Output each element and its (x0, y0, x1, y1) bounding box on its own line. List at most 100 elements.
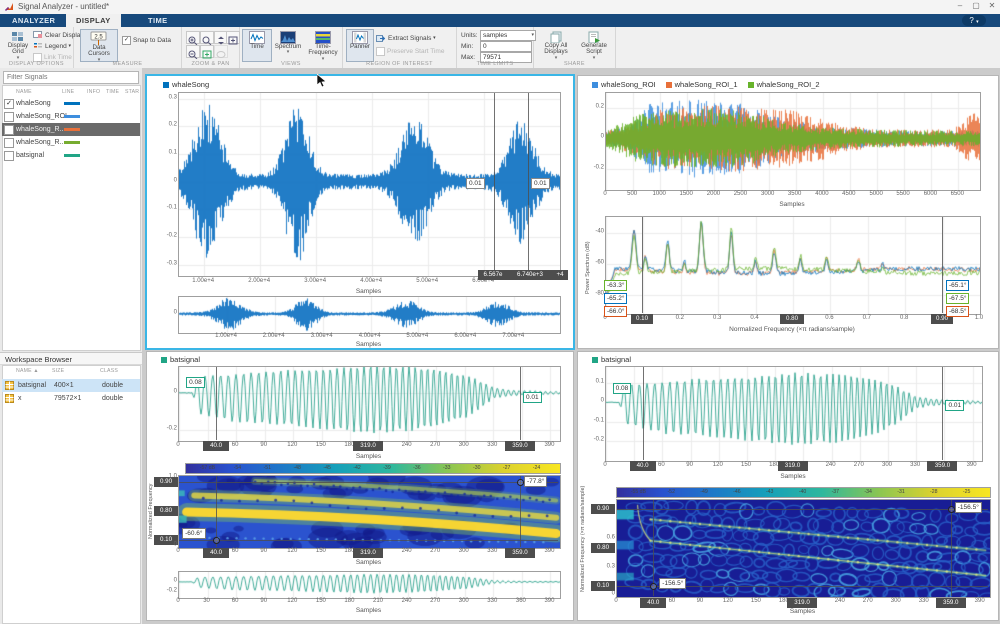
time-view-button[interactable]: Time (242, 29, 272, 62)
data-cursor-line[interactable] (528, 93, 529, 276)
cursor-readout[interactable]: 0.90 (591, 504, 615, 514)
signal-row[interactable]: batsignal (2, 149, 140, 162)
copy-all-displays-button[interactable]: Copy All Displays ▾ (537, 29, 575, 62)
display-grid-button[interactable]: Display Grid ▾ (3, 29, 33, 62)
pan-button[interactable] (226, 31, 240, 45)
extract-signals-button[interactable]: Extract Signals ▾ (376, 34, 436, 42)
time-frequency-view-button[interactable]: Time-Frequency ▾ (304, 29, 342, 62)
units-select[interactable]: samples ▾ (480, 30, 536, 41)
cursor-value-label[interactable]: -156.5° (659, 578, 687, 589)
spectrum-view-button[interactable]: Spectrum ▾ (272, 29, 304, 62)
cursor-value-label[interactable]: -65.2° (604, 293, 628, 304)
cursor-readout[interactable]: 40.0 (640, 598, 667, 608)
signal-row[interactable]: whaleSong_R... (2, 123, 140, 136)
signal-checkbox[interactable] (4, 138, 14, 148)
generate-script-button[interactable]: Generate Script ▾ (576, 29, 612, 62)
workspace-row[interactable]: x 79572×1 double (2, 392, 140, 405)
data-cursor-line[interactable] (494, 93, 495, 276)
zoom-y-button[interactable] (214, 31, 228, 45)
cursor-readout[interactable]: 0.10 (154, 535, 178, 545)
cursor-readout[interactable]: 40.0 (203, 441, 230, 451)
data-cursors-button[interactable]: 2.5 Data Cursors ▾ (80, 29, 118, 62)
cursor-value-label[interactable]: 0.01 (531, 178, 550, 189)
signal-row[interactable]: ✓ whaleSong (2, 97, 140, 110)
tab-display[interactable]: DISPLAY (66, 14, 121, 27)
data-cursor-line[interactable] (519, 476, 521, 547)
legend-item[interactable]: whaleSong_ROI_1 (665, 80, 738, 89)
legend-item[interactable]: whaleSong (163, 80, 209, 89)
display-1-whale-time[interactable]: whaleSong 0.3 0.2 0.1 0 -0.1 -0.2 -0.3 1.00e+4 2.… (145, 74, 575, 350)
signal-checkbox[interactable] (4, 125, 14, 135)
cursor-value-label[interactable]: 0.08 (612, 383, 632, 394)
cursor-value-label[interactable]: -66.0° (604, 306, 628, 317)
data-cursor-line[interactable] (642, 367, 644, 460)
minimize-button[interactable]: – (957, 1, 963, 10)
cursor-value-label[interactable]: -68.5° (946, 306, 970, 317)
legend-button[interactable]: Legend ▾ (33, 42, 71, 50)
workspace-row[interactable]: batsignal 400×1 double (2, 379, 140, 392)
cursor-value-label[interactable]: -65.1° (946, 280, 970, 291)
min-input[interactable] (480, 41, 532, 52)
tab-analyzer[interactable]: ANALYZER (12, 16, 56, 25)
cursor-value-label[interactable]: 0.01 (945, 400, 965, 411)
data-cursor-line[interactable] (519, 367, 521, 440)
data-cursor-line[interactable] (617, 509, 988, 510)
legend-item[interactable]: batsignal (161, 355, 200, 364)
display-3-bat-spectrogram[interactable]: batsignal 0 -0.2 0 60 90 120 150 180 240 270 300 330… (146, 351, 574, 621)
cursor-readout[interactable]: 359.0 (504, 548, 535, 558)
cursor-readout[interactable]: 40.0 (629, 461, 656, 471)
data-cursor-line[interactable] (179, 540, 558, 541)
signal-checkbox[interactable]: ✓ (4, 99, 14, 109)
cursor-readout[interactable]: +4 (552, 270, 568, 280)
display-4-bat-spectrogram[interactable]: batsignal 0.1 0 -0.1 -0.2 0 60 90 120 150 180 240 27… (577, 351, 999, 621)
autoscale-button[interactable] (214, 45, 228, 58)
filter-signals-input[interactable] (3, 71, 139, 84)
data-cursor-line[interactable] (179, 482, 558, 483)
data-cursor-line[interactable] (942, 367, 944, 460)
signal-checkbox[interactable] (4, 112, 14, 122)
zoom-x-button[interactable] (200, 31, 214, 46)
zoom-out-button[interactable] (186, 45, 200, 60)
data-cursor-line[interactable] (653, 500, 655, 596)
snap-to-data-checkbox[interactable]: ✓ Snap to Data (122, 36, 171, 45)
zoom-in-button[interactable] (186, 31, 200, 46)
cursor-value-label[interactable]: -77.8° (523, 476, 548, 487)
cursor-readout[interactable]: 40.0 (203, 548, 230, 558)
data-cursor-line[interactable] (216, 367, 218, 440)
cursor-value-label[interactable]: -67.5° (946, 293, 970, 304)
link-time-checkbox[interactable]: Link Time (33, 53, 72, 62)
preserve-start-time-checkbox[interactable]: Preserve Start Time (376, 47, 444, 56)
close-button[interactable]: ✕ (988, 1, 996, 10)
cursor-value-label[interactable]: -63.3° (604, 280, 628, 291)
cursor-value-label[interactable]: -60.6° (182, 528, 206, 539)
max-input[interactable] (480, 52, 532, 63)
cursor-value-label[interactable]: 0.01 (522, 392, 542, 403)
signal-row[interactable]: whaleSong_R... (2, 136, 140, 149)
fit-to-view-button[interactable] (200, 45, 214, 59)
cursor-readout[interactable]: 0.90 (931, 314, 953, 324)
cursor-value-label[interactable]: 0.01 (466, 178, 485, 189)
cursor-readout[interactable]: 359.0 (927, 461, 958, 471)
help-button[interactable]: ? ▾ (962, 15, 986, 26)
display-2-roi-spectrum[interactable]: whaleSong_ROI whaleSong_ROI_1 whaleSong_RO… (577, 75, 999, 349)
cursor-readout[interactable]: 0.10 (631, 314, 653, 324)
data-cursor-line[interactable] (617, 586, 988, 587)
legend-item[interactable]: whaleSong_ROI (592, 80, 656, 89)
tab-time[interactable]: TIME (148, 16, 168, 25)
cursor-readout[interactable]: 0.90 (154, 477, 178, 487)
cursor-value-label[interactable]: -156.5° (954, 502, 982, 513)
data-cursor-line[interactable] (950, 500, 952, 596)
data-cursor-line[interactable] (216, 476, 218, 547)
legend-item[interactable]: batsignal (592, 355, 631, 364)
signal-row[interactable]: whaleSong_ROI (2, 110, 140, 123)
legend-item[interactable]: whaleSong_ROI_2 (747, 80, 820, 89)
panner-button[interactable]: Panner (346, 29, 374, 62)
maximize-button[interactable]: ▢ (972, 1, 980, 10)
signal-checkbox[interactable] (4, 151, 14, 161)
cursor-readout[interactable]: 359.0 (504, 441, 535, 451)
cursor-readout[interactable]: 0.10 (591, 581, 615, 591)
data-cursor-line[interactable] (942, 217, 943, 313)
data-cursor-line[interactable] (642, 217, 643, 313)
cursor-readout[interactable]: 6.567e (478, 270, 508, 280)
cursor-readout[interactable]: 359.0 (935, 598, 966, 608)
